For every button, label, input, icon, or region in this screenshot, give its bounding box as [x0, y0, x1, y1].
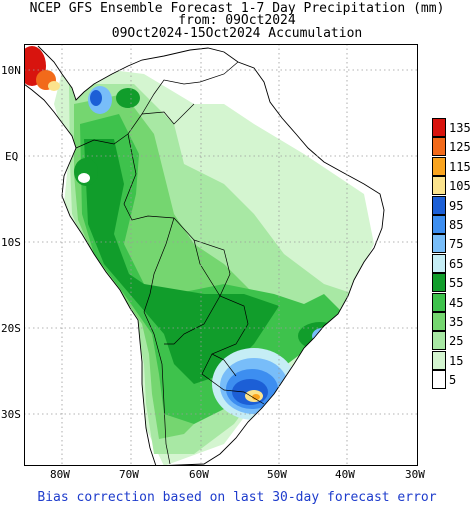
- precip-65mm-core-ecuador: [78, 173, 90, 183]
- legend-label-135: 135: [449, 121, 471, 135]
- legend-swatch-45: [432, 292, 446, 312]
- coastline: [23, 45, 385, 467]
- precip-95mm-core-colombia: [90, 90, 102, 106]
- map-frame: [24, 44, 418, 466]
- forecast-start-date: from: 09Oct2024: [178, 13, 296, 28]
- lat-label-20s: 20S: [1, 322, 21, 335]
- lat-label-10n: 10N: [1, 64, 21, 77]
- legend-swatch-75: [432, 234, 446, 254]
- precip-105mm-core-central-america: [48, 81, 60, 91]
- legend-swatch-85: [432, 215, 446, 234]
- coordinate-grid: [24, 44, 418, 466]
- legend-swatch-35: [432, 312, 446, 331]
- legend-swatch-135: [432, 118, 446, 137]
- legend-swatch-65: [432, 253, 446, 273]
- lat-label-30s: 30S: [1, 408, 21, 421]
- precip-115mm-core-south: [252, 394, 260, 400]
- legend-label-65: 65: [449, 256, 464, 271]
- legend-label-75: 75: [449, 237, 464, 252]
- legend-swatch-95: [432, 195, 446, 215]
- lon-label-60w: 60W: [189, 468, 209, 481]
- legend-label-95: 95: [449, 198, 464, 213]
- lon-label-40w: 40W: [335, 468, 355, 481]
- legend-swatch-15: [432, 350, 446, 370]
- lat-label-10s: 10S: [1, 236, 21, 249]
- legend-label-25: 25: [449, 334, 464, 349]
- map-title: NCEP GFS Ensemble Forecast 1-7 Day Preci…: [29, 1, 445, 16]
- precip-45mm-region: [84, 139, 279, 384]
- legend-label-85: 85: [449, 218, 464, 232]
- legend-label-35: 35: [449, 315, 464, 329]
- precipitation-map: [23, 44, 418, 467]
- lon-label-30w: 30W: [405, 468, 425, 481]
- legend-swatch-5: [432, 370, 446, 390]
- precip-35mm-region: [80, 114, 344, 424]
- bias-correction-note: Bias correction based on last 30-day for…: [37, 490, 437, 505]
- lon-label-50w: 50W: [267, 468, 287, 481]
- legend-label-15: 15: [449, 353, 464, 368]
- lon-label-70w: 70W: [119, 468, 139, 481]
- legend-swatch-115: [432, 156, 446, 176]
- legend-swatch-105: [432, 176, 446, 196]
- lat-label-eq: EQ: [5, 150, 19, 163]
- legend-swatch-25: [432, 331, 446, 351]
- legend-swatch-125: [432, 137, 446, 157]
- legend-label-45: 45: [449, 295, 464, 310]
- legend-swatch-55: [432, 273, 446, 293]
- accumulation-period: 09Oct2024-15Oct2024 Accumulation: [111, 26, 363, 41]
- legend-label-105: 105: [449, 179, 471, 194]
- precip-45mm-core-venezuela: [116, 88, 140, 108]
- legend-label-55: 55: [449, 276, 464, 291]
- legend-label-115: 115: [449, 159, 471, 174]
- country-borders: [75, 61, 265, 465]
- legend-label-5: 5: [449, 373, 457, 388]
- legend-label-125: 125: [449, 140, 471, 155]
- lon-label-80w: 80W: [50, 468, 70, 481]
